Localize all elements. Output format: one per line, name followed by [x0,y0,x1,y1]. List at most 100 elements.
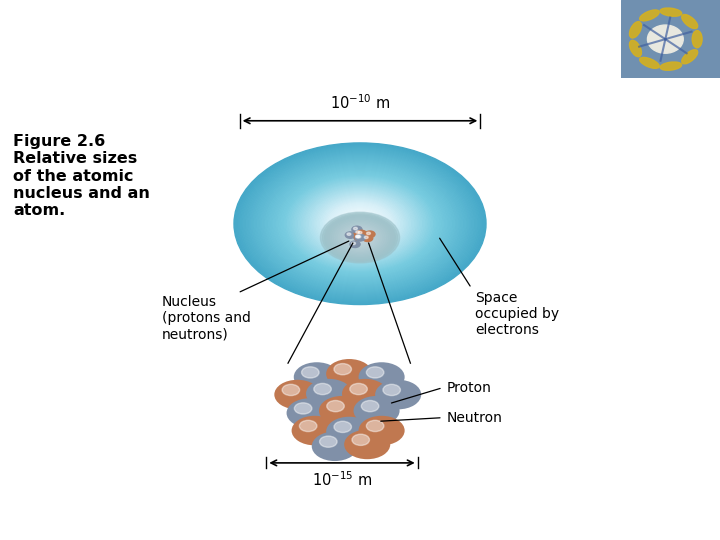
Circle shape [351,218,369,230]
Circle shape [318,197,402,251]
Circle shape [354,227,357,230]
Circle shape [319,396,365,426]
Circle shape [311,192,409,255]
Text: Space
occupied by
electrons: Space occupied by electrons [475,291,559,337]
Circle shape [334,221,386,254]
Circle shape [315,194,405,253]
Text: $10^{-15}$ m: $10^{-15}$ m [312,470,372,489]
Circle shape [326,216,394,259]
Circle shape [352,434,369,446]
Circle shape [357,235,361,238]
Circle shape [245,150,475,298]
Circle shape [383,384,400,396]
Circle shape [355,234,365,241]
Text: Proton: Proton [446,381,491,395]
Circle shape [264,162,456,285]
Circle shape [292,180,428,267]
Circle shape [306,379,352,408]
Circle shape [262,161,458,286]
Circle shape [332,206,388,242]
Circle shape [334,363,351,375]
Ellipse shape [682,15,698,29]
Circle shape [300,420,317,431]
Circle shape [323,199,397,248]
Circle shape [354,234,364,240]
Ellipse shape [660,62,682,70]
Circle shape [308,191,412,257]
Circle shape [254,156,466,292]
Circle shape [365,231,375,238]
Circle shape [350,241,360,247]
Circle shape [327,202,393,245]
Circle shape [266,163,454,285]
Circle shape [259,159,461,288]
Circle shape [269,165,451,282]
Circle shape [270,166,450,281]
Circle shape [352,219,368,229]
Circle shape [349,217,371,231]
Circle shape [295,183,425,265]
Circle shape [320,212,400,263]
Circle shape [326,359,372,389]
Circle shape [330,205,390,243]
Circle shape [319,198,401,250]
Ellipse shape [639,57,660,69]
Circle shape [325,201,395,246]
Circle shape [243,149,477,299]
Circle shape [283,174,437,273]
Circle shape [239,146,481,301]
Text: Figure 2.6
Relative sizes
of the atomic
nucleus and an
atom.: Figure 2.6 Relative sizes of the atomic … [13,134,150,218]
Circle shape [356,231,360,233]
Circle shape [354,234,364,241]
Circle shape [289,178,431,269]
Circle shape [352,233,368,242]
Circle shape [307,190,413,258]
Circle shape [250,153,470,294]
Circle shape [359,362,405,392]
Circle shape [334,421,351,433]
Circle shape [332,220,388,255]
Circle shape [291,179,429,268]
Circle shape [336,222,384,253]
Circle shape [330,219,390,256]
Circle shape [343,213,377,235]
Circle shape [287,177,433,270]
Circle shape [366,420,384,431]
Circle shape [351,242,356,245]
Circle shape [282,173,438,274]
Text: Nucleus
(protons and
neutrons): Nucleus (protons and neutrons) [162,295,251,342]
Circle shape [274,380,320,409]
Circle shape [336,208,384,239]
Circle shape [328,204,392,244]
Ellipse shape [692,31,702,48]
Circle shape [302,367,319,378]
Ellipse shape [639,10,660,21]
Circle shape [346,214,374,233]
Circle shape [305,188,415,259]
Circle shape [286,176,434,271]
Circle shape [338,224,382,252]
Circle shape [346,229,374,246]
Circle shape [347,233,351,235]
Circle shape [294,181,426,266]
Circle shape [359,222,361,225]
Circle shape [358,237,362,239]
Circle shape [335,207,385,240]
Circle shape [354,234,366,241]
Circle shape [350,383,367,395]
Circle shape [357,222,363,226]
Circle shape [327,401,344,411]
Circle shape [267,164,453,284]
Ellipse shape [660,8,682,16]
Circle shape [312,431,358,461]
Circle shape [355,221,365,227]
Circle shape [287,399,333,428]
Circle shape [344,214,376,234]
Text: $10^{-10}$ m: $10^{-10}$ m [330,94,390,112]
Circle shape [276,170,444,277]
Circle shape [272,167,448,280]
Circle shape [324,200,396,247]
Circle shape [237,145,483,302]
Circle shape [234,143,486,305]
Circle shape [302,186,418,261]
